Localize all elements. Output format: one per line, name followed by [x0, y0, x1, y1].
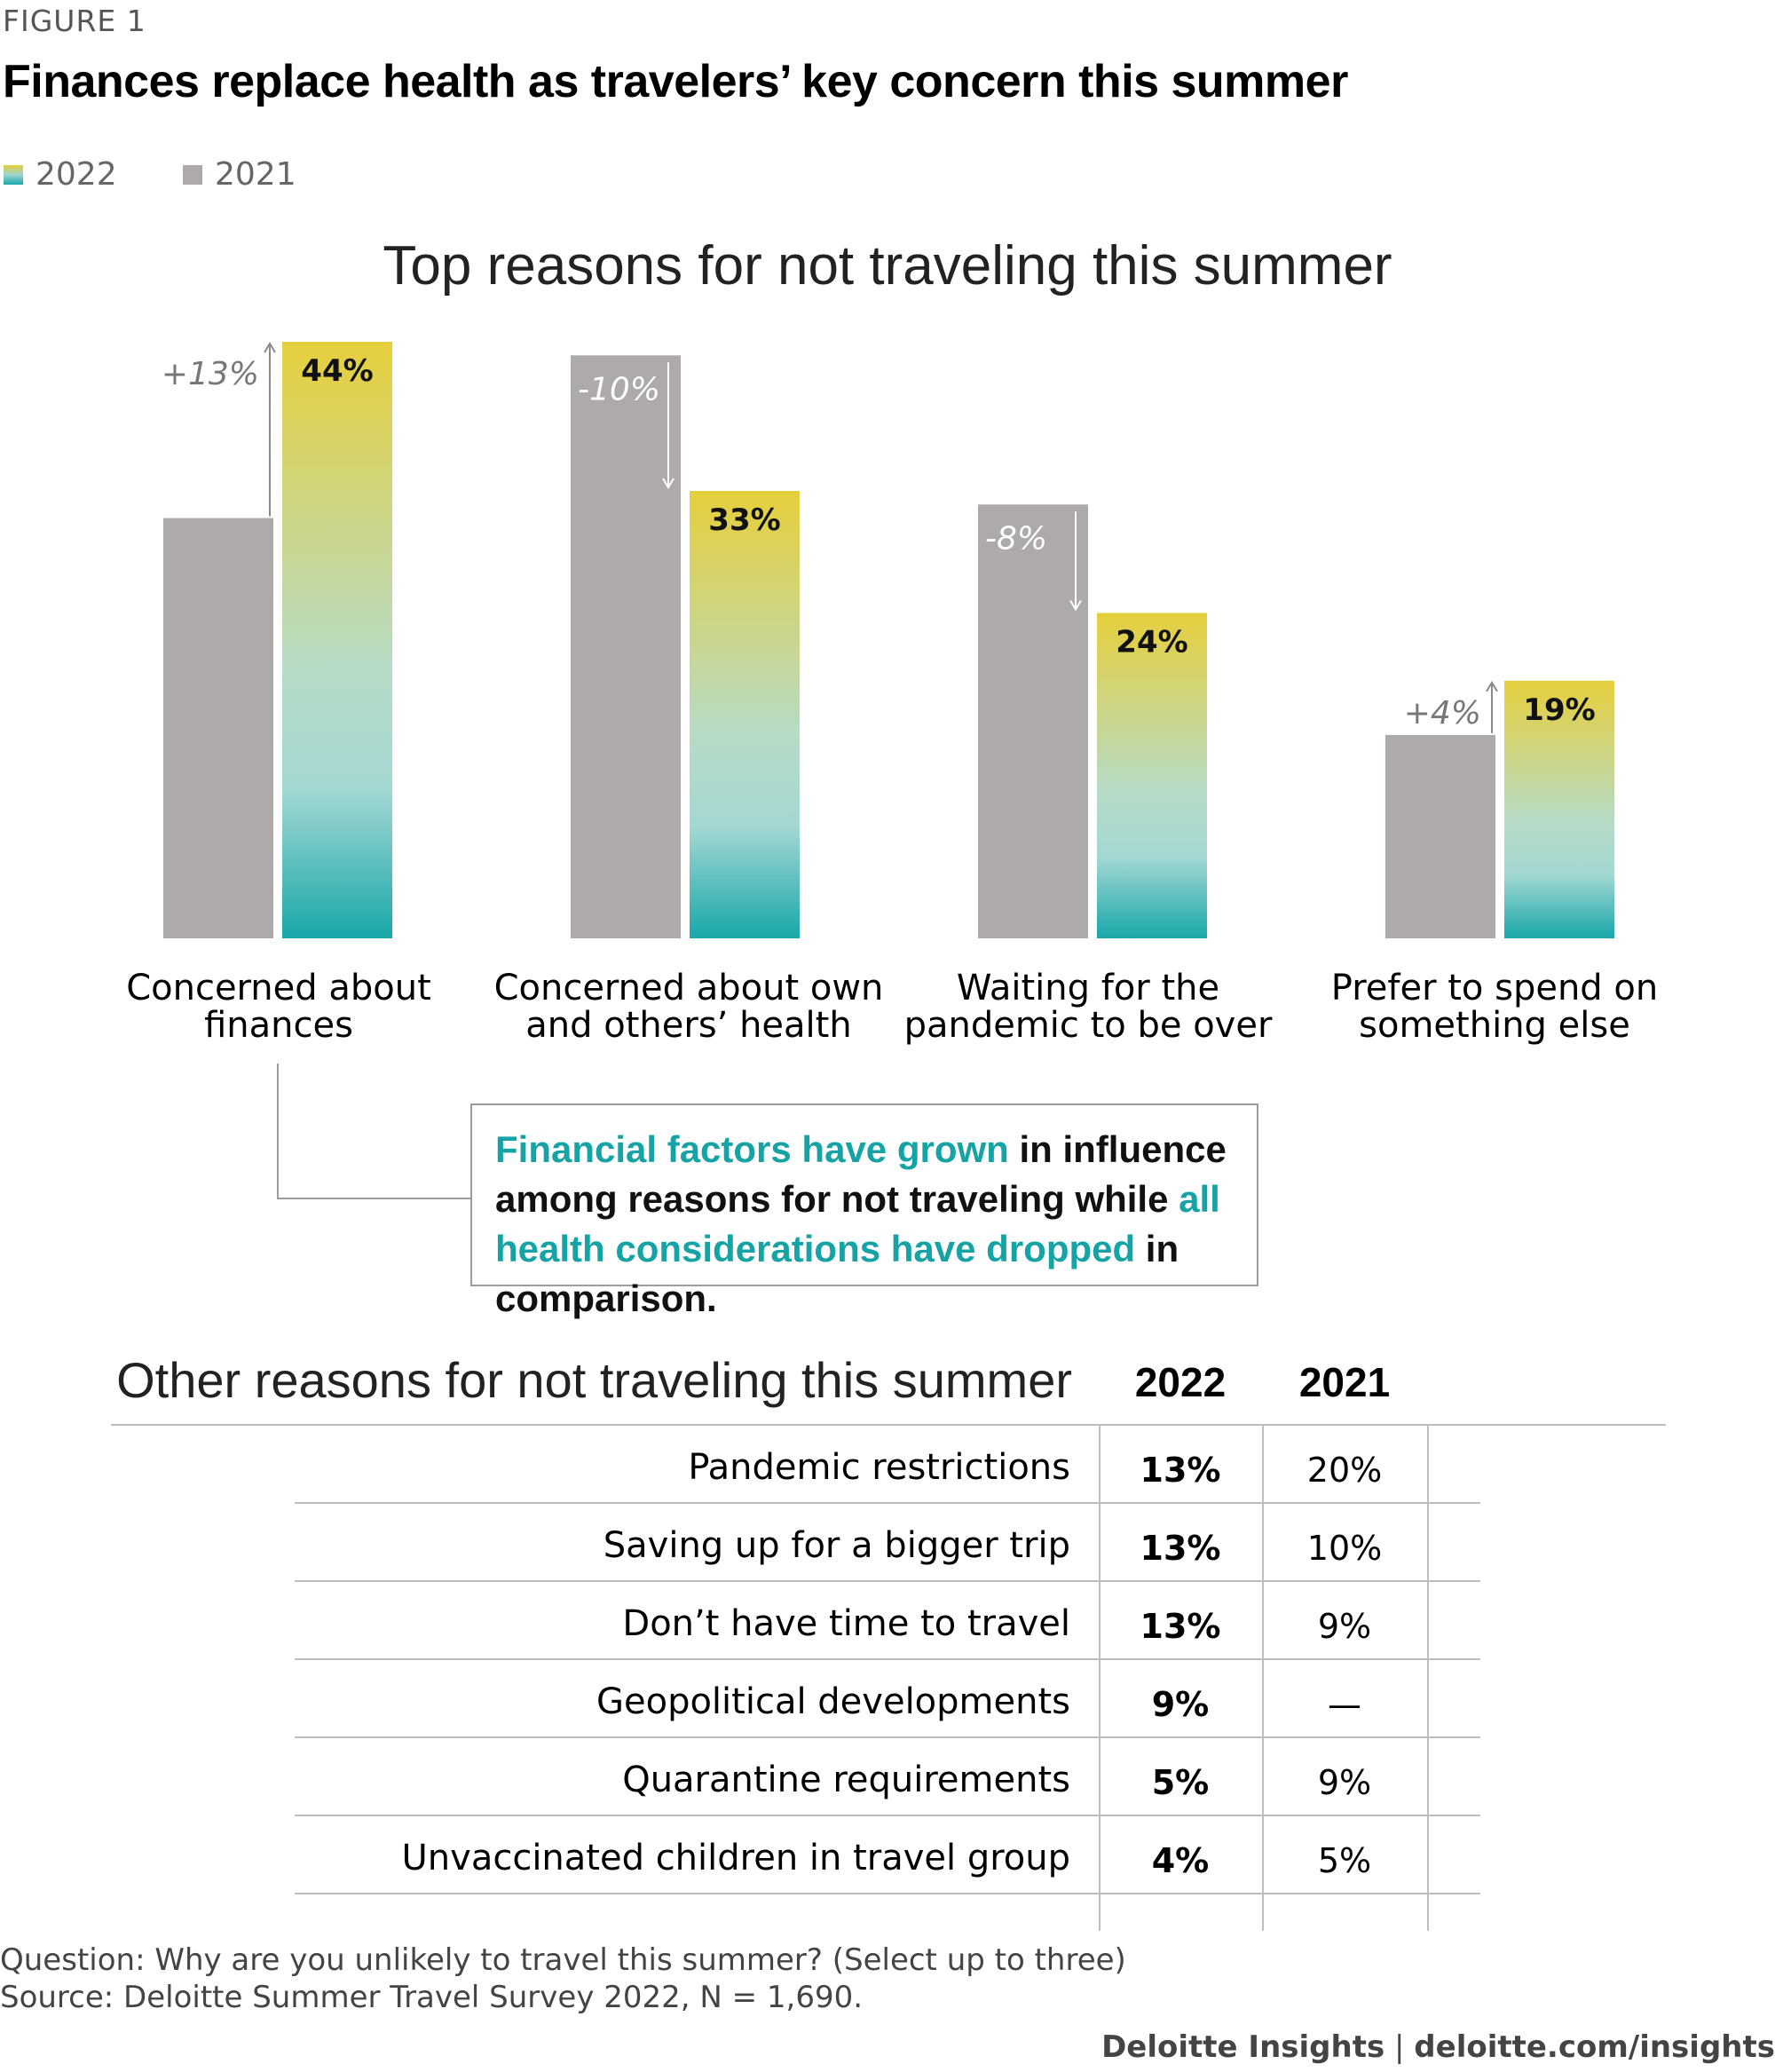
change-arrowhead-2 — [662, 478, 674, 489]
table-cell-2021: 9% — [1317, 1607, 1372, 1646]
table-cell-2021: 9% — [1317, 1763, 1372, 1802]
legend-swatch-2022 — [4, 164, 23, 185]
source-note: Source: Deloitte Summer Travel Survey 20… — [0, 1980, 864, 2015]
bar-value-label-1: 44% — [301, 353, 373, 389]
category-label-3: Waiting for the pandemic to be over — [884, 969, 1292, 1044]
table-cell-2021: 10% — [1306, 1529, 1383, 1568]
table-cell-2022: 13% — [1140, 1451, 1221, 1490]
change-arrowhead-3 — [1069, 599, 1082, 612]
category-label-line: Concerned about own — [493, 968, 884, 1008]
bar-2022-2 — [690, 491, 800, 938]
table-row-label: Geopolitical developments — [596, 1681, 1070, 1722]
legend-swatch-2021 — [183, 164, 202, 185]
change-arrowhead-1 — [264, 342, 276, 353]
legend-label-2022: 2022 — [36, 156, 117, 193]
category-label-line: something else — [1359, 1005, 1630, 1046]
callout-highlight-1: Financial factors have grown — [495, 1128, 1009, 1170]
table-title: Other reasons for not traveling this sum… — [116, 1352, 1072, 1408]
table-column-rule-2 — [1262, 1425, 1264, 1931]
table-row-rule — [295, 1658, 1480, 1660]
callout-text-2: in comparison. — [495, 1228, 1179, 1319]
bar-2021-4 — [1385, 734, 1495, 938]
callout-box: Financial factors have grown in influenc… — [470, 1103, 1258, 1319]
column-header-2021: 2021 — [1298, 1359, 1391, 1405]
category-label-1: Concerned about finances — [75, 969, 483, 1044]
table-row-rule — [295, 1815, 1480, 1816]
figure-label: FIGURE 1 — [3, 4, 146, 38]
table-cell-2022: 13% — [1140, 1607, 1221, 1646]
table-row-label: Don’t have time to travel — [622, 1603, 1070, 1644]
column-header-2022: 2022 — [1134, 1359, 1227, 1405]
table-cell-2021: — — [1328, 1685, 1361, 1724]
chart-title: Finances replace health as travelers’ ke… — [3, 56, 1348, 107]
callout-highlight-2: all health considerations have dropped — [495, 1178, 1220, 1269]
bar-2022-3 — [1097, 613, 1207, 938]
table-row-rule — [295, 1893, 1480, 1894]
legend-item-2021: 2021 — [183, 156, 296, 193]
table-cell-2022: 13% — [1140, 1529, 1221, 1568]
change-label-2: -10% — [578, 371, 660, 407]
table-cell-2021: 5% — [1317, 1841, 1372, 1880]
category-label-line: and others’ health — [525, 1005, 852, 1046]
table-row-label: Pandemic restrictions — [688, 1447, 1070, 1488]
legend-label-2021: 2021 — [215, 156, 296, 193]
footer: Deloitte Insights | deloitte.com/insight… — [1101, 2029, 1775, 2065]
footer-link[interactable]: deloitte.com/insights — [1414, 2029, 1775, 2065]
bar-value-label-4: 19% — [1523, 692, 1595, 728]
legend-item-2022: 2022 — [4, 156, 117, 193]
table-row-rule — [295, 1502, 1480, 1504]
change-label-3: -8% — [985, 520, 1047, 557]
table-column-rule-3 — [1427, 1425, 1429, 1931]
change-label-1: +13% — [162, 356, 259, 392]
chart-subtitle: Top reasons for not traveling this summe… — [383, 235, 1392, 297]
bar-value-label-2: 33% — [708, 502, 780, 538]
bar-2021-3 — [978, 504, 1088, 938]
bar-2022-4 — [1504, 680, 1614, 938]
question-note: Question: Why are you unlikely to travel… — [0, 1942, 1126, 1978]
table-row-label: Saving up for a bigger trip — [603, 1525, 1070, 1566]
bar-2021-1 — [163, 518, 273, 938]
bar-chart: 44% +13% 33% -10% 24% -8% 19% +4% — [162, 342, 1614, 939]
callout-connector-vertical — [277, 1064, 279, 1198]
callout-connector-horizontal — [277, 1198, 470, 1199]
table-row-rule — [295, 1580, 1480, 1582]
footer-separator: | — [1384, 2029, 1415, 2065]
table-cell-2022: 5% — [1151, 1763, 1210, 1802]
category-label-4: Prefer to spend on something else — [1290, 969, 1699, 1044]
bar-value-label-3: 24% — [1116, 624, 1187, 660]
table-cell-2022: 9% — [1151, 1685, 1210, 1724]
category-label-line: Waiting for the — [956, 968, 1220, 1008]
category-label-line: pandemic to be over — [903, 1005, 1273, 1046]
footer-brand: Deloitte Insights — [1101, 2029, 1385, 2065]
category-label-2: Concerned about own and others’ health — [485, 969, 893, 1044]
category-label-line: finances — [204, 1005, 353, 1046]
table-row-label: Quarantine requirements — [622, 1760, 1070, 1800]
callout-text-1: in influence among reasons for not trave… — [495, 1128, 1227, 1220]
table-row-label: Unvaccinated children in travel group — [401, 1838, 1070, 1878]
change-arrowhead-4 — [1486, 680, 1498, 692]
bar-2021-2 — [571, 355, 681, 939]
table-header-rule — [111, 1424, 1666, 1426]
change-label-4: +4% — [1404, 695, 1481, 732]
bar-2022-1 — [282, 342, 392, 938]
table-row-rule — [295, 1736, 1480, 1738]
table-cell-2022: 4% — [1151, 1841, 1210, 1880]
category-label-line: Concerned about — [126, 968, 431, 1008]
table-column-rule-1 — [1099, 1425, 1100, 1931]
category-label-line: Prefer to spend on — [1330, 968, 1659, 1008]
table-cell-2021: 20% — [1306, 1451, 1383, 1490]
